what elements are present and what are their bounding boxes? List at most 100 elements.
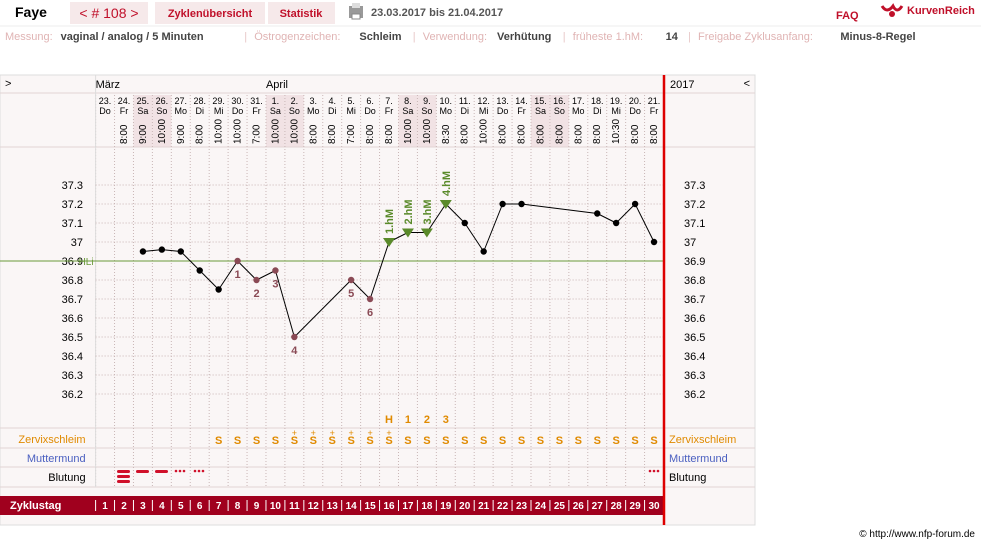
- brand-icon: [880, 3, 904, 17]
- weekday: Di: [328, 106, 337, 116]
- date: 1.: [272, 96, 280, 106]
- weekday: Fr: [120, 106, 129, 116]
- info-value: vaginal / analog / 5 Minuten: [61, 31, 204, 43]
- cycle-day: 1: [102, 501, 108, 512]
- weekday: Fr: [517, 106, 526, 116]
- point: [499, 200, 506, 208]
- date: 9.: [423, 96, 431, 106]
- y-tick-label: 37: [71, 237, 83, 249]
- cycle-day: 9: [254, 501, 260, 512]
- date: 11.: [459, 96, 471, 106]
- weekday: So: [421, 106, 432, 116]
- cycle-nav[interactable]: < # 108 >: [79, 5, 138, 21]
- point: [650, 238, 658, 246]
- hm-point: [401, 228, 414, 238]
- date: 4.: [328, 96, 336, 106]
- date: 26.: [156, 96, 169, 106]
- hm-point: [439, 200, 452, 209]
- point: [253, 276, 260, 284]
- tab[interactable]: [268, 2, 335, 24]
- mucus: S: [310, 435, 317, 447]
- date: 6.: [366, 96, 374, 106]
- point-label: 6: [367, 307, 373, 319]
- row-label: Muttermund: [669, 453, 728, 465]
- chart-frame: [0, 74, 756, 526]
- point: [196, 267, 203, 274]
- mucus-plus: +: [311, 428, 316, 438]
- row-label: Muttermund: [27, 453, 86, 465]
- mucus: S: [499, 435, 506, 447]
- y-tick-label: 36.4: [684, 351, 705, 363]
- cycle-day: 10: [270, 501, 282, 512]
- cycle-day: 22: [497, 501, 509, 512]
- date: 20.: [629, 96, 642, 106]
- faq-link[interactable]: FAQ: [836, 10, 859, 22]
- date: 8.: [404, 96, 412, 106]
- point-label: 4: [291, 345, 298, 357]
- weekday: Do: [497, 106, 509, 116]
- weekend-col: [398, 95, 418, 147]
- y-tick-label: 37.3: [684, 180, 705, 192]
- time: 9:00: [176, 124, 187, 144]
- y-tick-label: 37.2: [684, 199, 705, 211]
- cycle-day: 29: [630, 501, 642, 512]
- temp-line: [256, 270, 276, 281]
- temp-line: [180, 251, 201, 271]
- temp-line: [483, 203, 504, 252]
- weekday: So: [289, 106, 300, 116]
- cycle-day: 30: [648, 501, 660, 512]
- weekday: Sa: [402, 106, 413, 116]
- date: 5.: [347, 96, 355, 106]
- y-tick-label: 36.2: [62, 389, 83, 401]
- weekday: Mo: [307, 106, 320, 116]
- cycle-day: 18: [421, 501, 433, 512]
- weekday: Di: [460, 106, 469, 116]
- cycle-day: 15: [365, 501, 377, 512]
- date: 7.: [385, 96, 393, 106]
- tab[interactable]: [155, 2, 265, 24]
- y-tick-label: 37.3: [62, 180, 83, 192]
- time: 8:00: [592, 124, 603, 144]
- date: 24.: [118, 96, 131, 106]
- point-label: 5: [348, 288, 354, 300]
- mucus: S: [537, 435, 544, 447]
- date: 25.: [137, 96, 150, 106]
- info-label: früheste 1.hM:: [573, 31, 643, 43]
- footer: © http://www.nfp-forum.de: [859, 529, 975, 540]
- cycle-box[interactable]: [70, 2, 148, 24]
- date: 30.: [231, 96, 244, 106]
- weekday: So: [156, 106, 167, 116]
- bleeding-icons: [117, 469, 660, 483]
- tab-label[interactable]: Zyklenübersicht: [168, 8, 253, 20]
- cycle-day: 5: [178, 501, 184, 512]
- time: 10:00: [422, 119, 433, 144]
- brand[interactable]: KurvenReich: [907, 5, 975, 17]
- time: 8:00: [195, 124, 206, 144]
- weekday: Mo: [572, 106, 585, 116]
- hm-label: 1.hM: [384, 209, 396, 234]
- print-icon[interactable]: [349, 3, 363, 20]
- mucus-plus: +: [292, 428, 297, 438]
- row-label: Blutung: [48, 472, 85, 484]
- cycle-day: 20: [459, 501, 471, 512]
- time: 8:00: [460, 124, 471, 144]
- date: 16.: [553, 96, 566, 106]
- cycle-day: 16: [383, 501, 395, 512]
- point: [594, 210, 601, 217]
- y-tick-label: 36.3: [684, 370, 705, 382]
- info-value: Schleim: [359, 31, 401, 43]
- time: 10:00: [233, 119, 244, 144]
- point: [215, 286, 222, 293]
- date: 2.: [291, 96, 299, 106]
- hm-label: 4.hM: [441, 171, 453, 196]
- cycle-day: 7: [216, 501, 222, 512]
- marker: 1: [405, 414, 411, 426]
- point: [347, 276, 355, 284]
- time: 8:00: [327, 124, 338, 144]
- time: 9:00: [138, 124, 149, 144]
- tab-label[interactable]: Statistik: [280, 8, 324, 20]
- weekend-col: [549, 95, 569, 147]
- weekday: Sa: [535, 106, 546, 116]
- weekday: Fr: [252, 106, 261, 116]
- y-tick-label: 36.9: [62, 256, 83, 268]
